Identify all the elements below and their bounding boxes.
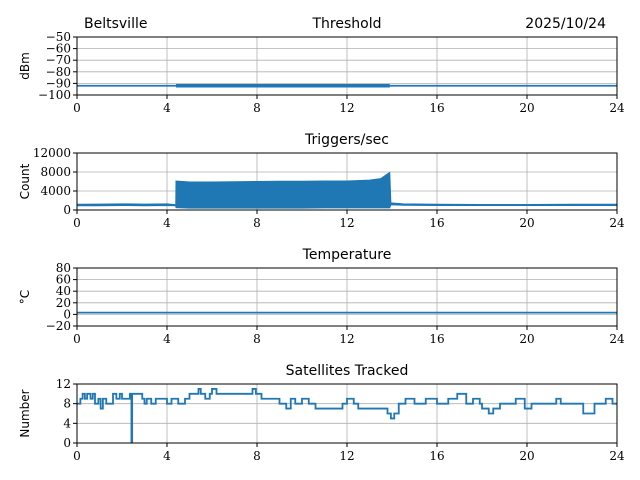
x-tick-label: 16 bbox=[429, 101, 444, 115]
x-tick-label: 20 bbox=[519, 332, 534, 346]
y-axis-label: dBm bbox=[18, 52, 32, 80]
x-tick-label: 12 bbox=[339, 216, 354, 230]
x-tick-label: 16 bbox=[429, 216, 444, 230]
y-tick-label: 80 bbox=[56, 261, 71, 275]
x-tick-label: 16 bbox=[429, 332, 444, 346]
x-tick-label: 0 bbox=[73, 332, 81, 346]
subplot-4: 0 4 8 12 16 20 24 0 4 8 12 Satellites Tracked Number bbox=[18, 363, 625, 463]
y-tick-label: 20 bbox=[56, 296, 71, 310]
y-tick-label: 60 bbox=[56, 273, 71, 287]
triggers-band bbox=[77, 171, 617, 209]
x-tick-label: 24 bbox=[609, 101, 625, 115]
satellites-line bbox=[77, 388, 617, 443]
x-tick-label: 4 bbox=[163, 101, 171, 115]
x-tick-label: 12 bbox=[339, 101, 354, 115]
x-tick-label: 0 bbox=[73, 101, 81, 115]
subplot-title: Temperature bbox=[302, 247, 392, 263]
subplot-title: Satellites Tracked bbox=[286, 363, 409, 379]
y-tick-label: −100 bbox=[38, 88, 71, 102]
y-axis-label: °C bbox=[18, 290, 32, 304]
y-tick-label: 0 bbox=[63, 307, 71, 321]
x-tick-label: 0 bbox=[73, 216, 81, 230]
subplot-1: 0 4 8 12 16 20 24 −100−90−80−70−60−50 Threshold d… bbox=[18, 16, 625, 115]
y-tick-label: −20 bbox=[46, 319, 71, 333]
y-tick-label: −80 bbox=[46, 65, 71, 79]
x-tick-label: 4 bbox=[163, 216, 171, 230]
x-tick-label: 8 bbox=[253, 449, 261, 463]
date-label: 2025/10/24 bbox=[525, 16, 606, 32]
x-tick-label: 20 bbox=[519, 216, 534, 230]
y-tick-label: −70 bbox=[46, 53, 71, 67]
x-tick-label: 20 bbox=[519, 449, 534, 463]
y-tick-label: 8 bbox=[63, 397, 71, 411]
x-tick-label: 12 bbox=[339, 332, 354, 346]
x-tick-label: 8 bbox=[253, 216, 261, 230]
y-axis-label: Count bbox=[18, 163, 32, 199]
x-tick-label: 24 bbox=[609, 449, 625, 463]
x-tick-label: 8 bbox=[253, 332, 261, 346]
y-tick-label: 4 bbox=[63, 416, 71, 430]
y-tick-label: 12 bbox=[56, 377, 71, 391]
y-tick-label: 12000 bbox=[33, 146, 71, 160]
subplot-2: 0 4 8 12 16 20 24 0 4000 8000 12000 Triggers/sec Cou… bbox=[18, 132, 625, 230]
x-tick-label: 8 bbox=[253, 101, 261, 115]
x-tick-label: 4 bbox=[163, 332, 171, 346]
x-tick-label: 20 bbox=[519, 101, 534, 115]
data-layer bbox=[77, 388, 617, 443]
x-tick-label: 4 bbox=[163, 449, 171, 463]
y-tick-label: 0 bbox=[63, 203, 71, 217]
y-tick-label: 40 bbox=[56, 284, 71, 298]
x-tick-label: 0 bbox=[73, 449, 81, 463]
y-tick-label: −90 bbox=[46, 76, 71, 90]
y-tick-label: 4000 bbox=[40, 184, 71, 198]
subplot-title: Threshold bbox=[312, 16, 382, 32]
x-tick-label: 24 bbox=[609, 216, 625, 230]
y-tick-label: 0 bbox=[63, 436, 71, 450]
x-tick-label: 12 bbox=[339, 449, 354, 463]
y-tick-label: −60 bbox=[46, 42, 71, 56]
subplot-title: Triggers/sec bbox=[304, 132, 389, 148]
x-tick-label: 16 bbox=[429, 449, 444, 463]
y-tick-label: 8000 bbox=[40, 165, 71, 179]
x-tick-label: 24 bbox=[609, 332, 625, 346]
location-label: Beltsville bbox=[84, 16, 147, 32]
y-axis-label: Number bbox=[18, 389, 32, 437]
y-tick-label: −50 bbox=[46, 30, 71, 44]
data-layer bbox=[77, 171, 617, 209]
